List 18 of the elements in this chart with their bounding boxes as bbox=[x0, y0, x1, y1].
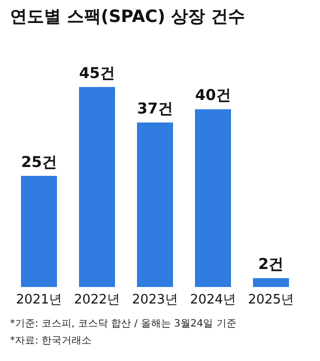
data-label: 37건 bbox=[137, 100, 173, 118]
x-tick-label: 2025년 bbox=[248, 292, 294, 308]
chart-title: 연도별 스팩(SPAC) 상장 건수 bbox=[10, 7, 246, 27]
bar bbox=[21, 176, 57, 287]
bar bbox=[195, 109, 231, 287]
x-tick-label: 2021년 bbox=[16, 292, 62, 308]
bar bbox=[253, 278, 289, 287]
bar bbox=[137, 122, 173, 287]
x-tick-label: 2023년 bbox=[132, 292, 178, 308]
data-label: 40건 bbox=[195, 86, 231, 104]
x-tick-label: 2022년 bbox=[74, 292, 120, 308]
data-label: 2건 bbox=[258, 255, 284, 274]
data-label: 45건 bbox=[79, 64, 115, 82]
text: *기준: 코스피, 코스닥 합산 / 올해는 3월24일 기준 bbox=[10, 318, 236, 330]
text: *자료: 한국거래소 bbox=[10, 336, 92, 346]
bar bbox=[79, 87, 115, 287]
x-tick-label: 2024년 bbox=[190, 292, 236, 308]
data-label: 25건 bbox=[21, 152, 57, 171]
